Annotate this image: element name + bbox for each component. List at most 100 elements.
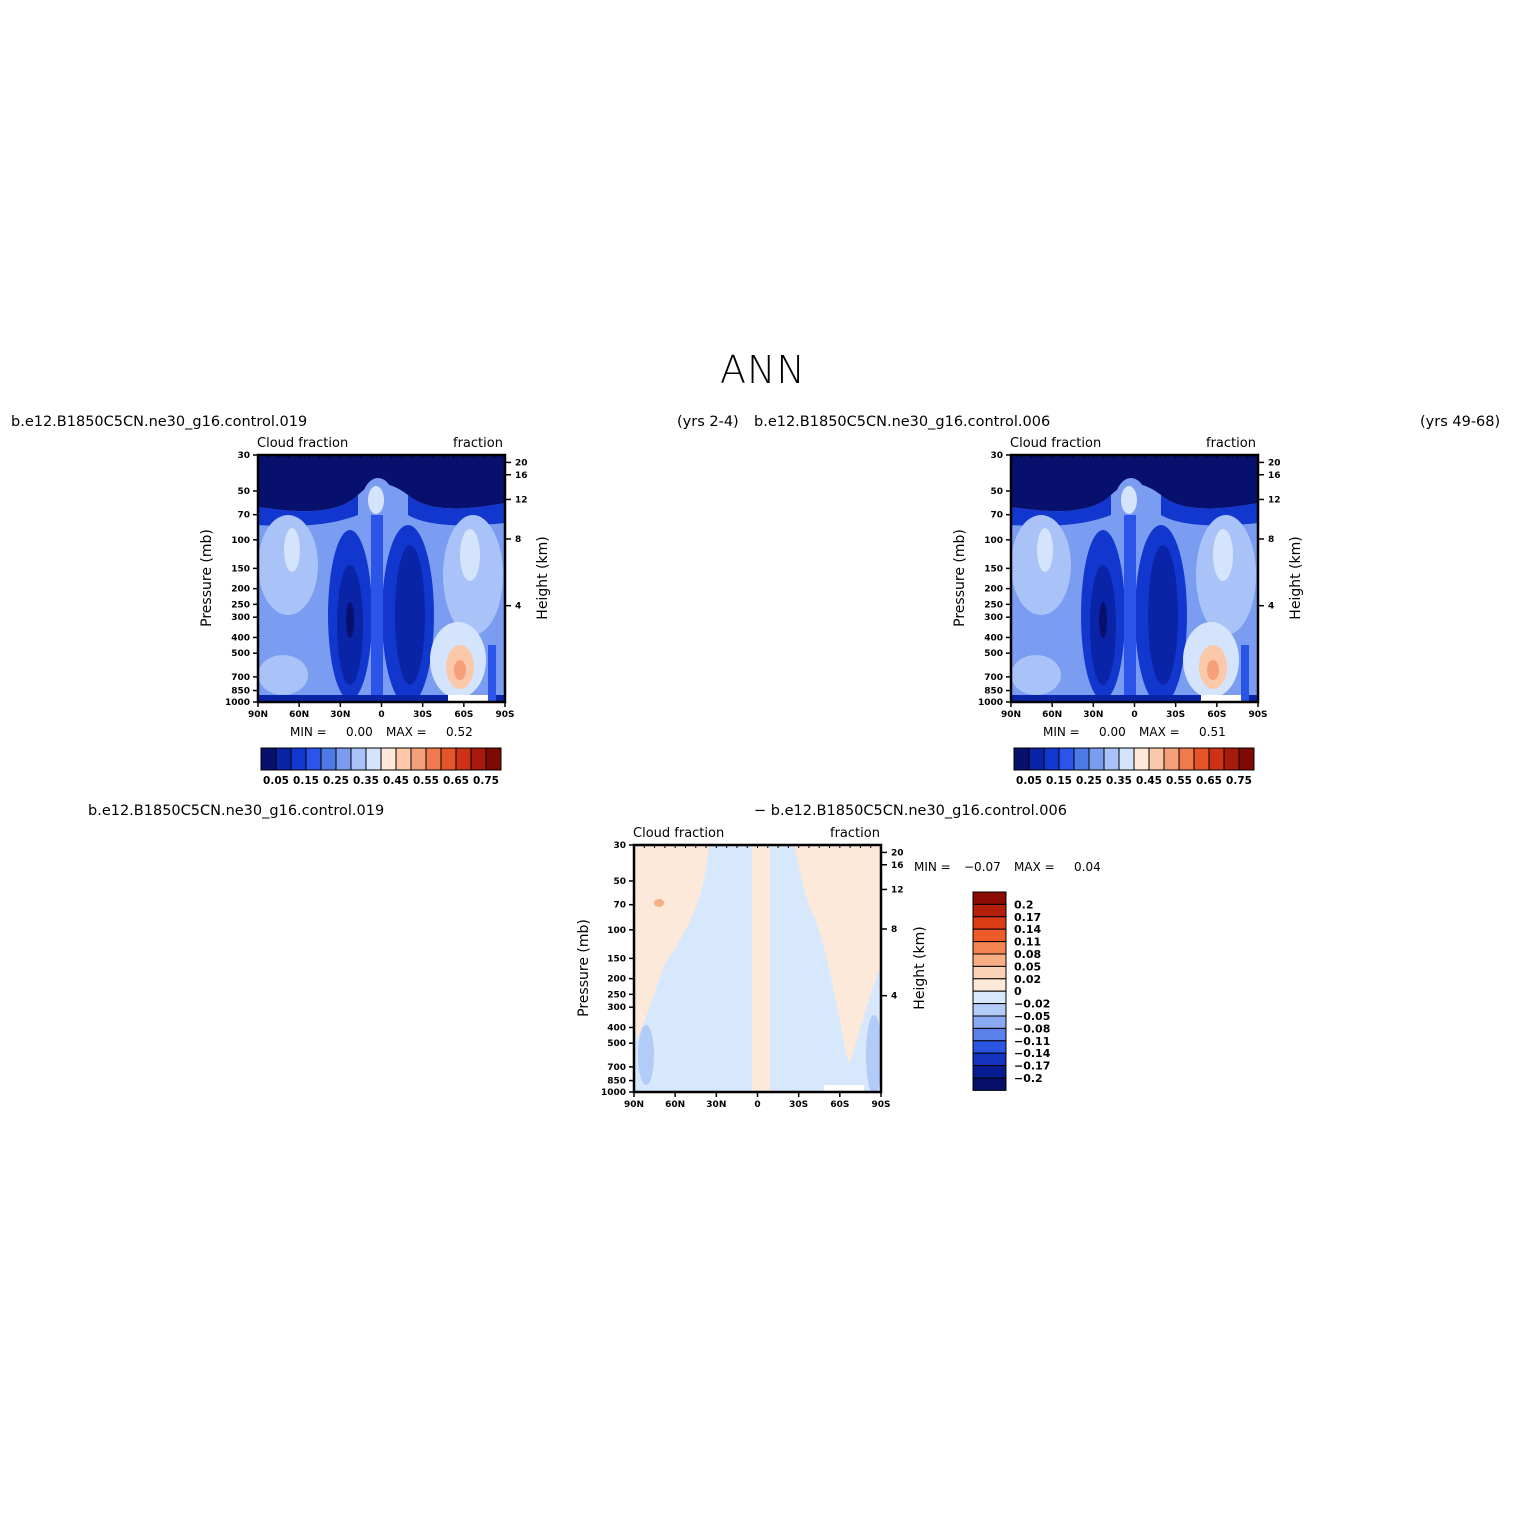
colorbar-label: 0.35 xyxy=(1106,775,1132,787)
panel1-left-string: Cloud fraction xyxy=(257,436,349,451)
panel3-left-string: Cloud fraction xyxy=(633,826,725,841)
x-tick-label: 30S xyxy=(789,1100,808,1110)
y2-tick-label: 4 xyxy=(1268,602,1274,612)
colorbar-box xyxy=(1028,747,1045,771)
polar-strip xyxy=(488,645,496,702)
sh-midlat-core xyxy=(460,529,480,581)
x-tick-label: 30N xyxy=(330,710,350,720)
x-tick-label: 60N xyxy=(1042,710,1062,720)
y2-tick-label: 20 xyxy=(515,458,528,468)
x-tick-label: 90N xyxy=(1001,710,1021,720)
panel1-right-string: fraction xyxy=(453,436,503,451)
y-tick-label: 30 xyxy=(613,841,626,851)
panel3-ylabel: Pressure (mb) xyxy=(576,919,592,1017)
colorbar-box xyxy=(1088,747,1105,771)
colorbar-label: 0.08 xyxy=(1014,948,1041,961)
panel3-case-label-right: − b.e12.B1850C5CN.ne30_g16.control.006 xyxy=(754,803,1067,819)
y-tick-label: 200 xyxy=(984,585,1003,595)
x-tick-label: 30S xyxy=(413,710,432,720)
colorbar-box xyxy=(1193,747,1210,771)
colorbar-box xyxy=(1043,747,1060,771)
colorbar-label: 0.25 xyxy=(1076,775,1102,787)
colorbar-box xyxy=(1223,747,1240,771)
colorbar-box xyxy=(972,941,1007,955)
colorbar-box xyxy=(320,747,337,771)
nh-lowcloud xyxy=(258,655,308,695)
colorbar-box xyxy=(410,747,427,771)
colorbar-box xyxy=(1058,747,1075,771)
tropical-tower-core xyxy=(1121,486,1137,514)
colorbar-label: 0.11 xyxy=(1014,936,1041,949)
y-tick-label: 1000 xyxy=(978,698,1003,708)
y-tick-label: 700 xyxy=(984,673,1003,683)
panel2-min-value: 0.00 xyxy=(1099,725,1126,739)
colorbar-label: 0 xyxy=(1014,985,1022,998)
sh-midlat-core xyxy=(1213,529,1233,581)
colorbar-box xyxy=(425,747,442,771)
x-tick-label: 90N xyxy=(248,710,268,720)
y2-tick-label: 12 xyxy=(891,885,904,895)
y-tick-label: 300 xyxy=(984,613,1003,623)
surface-white xyxy=(824,1085,864,1092)
nh-subtrop-min xyxy=(346,602,354,638)
colorbar-label: −0.11 xyxy=(1014,1035,1050,1048)
x-tick-label: 90S xyxy=(495,710,514,720)
nh-lowcloud xyxy=(1011,655,1061,695)
pos-max xyxy=(654,899,664,907)
colorbar-box xyxy=(972,1065,1007,1079)
y-tick-label: 100 xyxy=(607,926,626,936)
y-tick-label: 500 xyxy=(984,649,1003,659)
y-tick-label: 50 xyxy=(990,487,1003,497)
colorbar-label: −0.14 xyxy=(1014,1047,1051,1060)
neg-c xyxy=(866,1015,881,1092)
y-tick-label: 30 xyxy=(990,451,1003,461)
nh-subtrop-min xyxy=(1099,602,1107,638)
colorbar-box xyxy=(972,891,1007,905)
colorbar-label: −0.05 xyxy=(1014,1010,1050,1023)
y-tick-label: 70 xyxy=(613,901,626,911)
panel2-colorbar: 0.05 0.15 0.25 0.35 0.45 0.55 0.65 0.75 xyxy=(1013,747,1255,787)
colorbar-label: 0.05 xyxy=(1014,960,1041,973)
tropical-tower-core xyxy=(368,486,384,514)
x-tick-label: 60N xyxy=(665,1100,685,1110)
y-tick-label: 500 xyxy=(231,649,250,659)
y-tick-label: 100 xyxy=(984,536,1003,546)
panel2-max-value: 0.51 xyxy=(1199,725,1226,739)
panel3-min-value: −0.07 xyxy=(964,860,1001,874)
panel2-years-label: (yrs 49-68) xyxy=(1420,414,1501,430)
y-tick-label: 1000 xyxy=(601,1088,626,1098)
x-tick-label: 60S xyxy=(1207,710,1226,720)
colorbar-box xyxy=(972,965,1007,980)
y-tick-label: 30 xyxy=(237,451,250,461)
y-tick-label: 100 xyxy=(231,536,250,546)
colorbar-box xyxy=(972,1027,1007,1042)
colorbar-box xyxy=(380,747,397,771)
colorbar-label: 0.15 xyxy=(1046,775,1072,787)
colorbar-box xyxy=(1103,747,1120,771)
panel3-right-string: fraction xyxy=(830,826,880,841)
y-tick-label: 250 xyxy=(231,600,250,610)
panel3-colorbar: 0.20.170.140.110.080.050.020−0.02−0.05−0… xyxy=(972,891,1051,1091)
colorbar-label: 0.05 xyxy=(263,775,289,787)
colorbar-box xyxy=(972,903,1007,918)
colorbar-box xyxy=(972,1077,1007,1091)
y-tick-label: 850 xyxy=(607,1077,626,1087)
colorbar-box xyxy=(1238,747,1255,771)
colorbar-box xyxy=(440,747,457,771)
x-tick-label: 90N xyxy=(624,1100,644,1110)
surface-white xyxy=(448,695,488,702)
colorbar-box xyxy=(290,747,307,771)
sh-subtrop-core xyxy=(395,545,425,685)
panel2-right-string: fraction xyxy=(1206,436,1256,451)
y2-tick-label: 8 xyxy=(1268,535,1274,545)
colorbar-label: 0.65 xyxy=(1196,775,1222,787)
colorbar-label: 0.35 xyxy=(353,775,379,787)
itcz-column xyxy=(1124,515,1136,695)
y-tick-label: 150 xyxy=(984,564,1003,574)
colorbar-label: 0.75 xyxy=(473,775,499,787)
y2-tick-label: 16 xyxy=(891,861,904,871)
colorbar-box xyxy=(1073,747,1090,771)
panel2-ylabel: Pressure (mb) xyxy=(952,529,968,627)
panel3-case-label-left: b.e12.B1850C5CN.ne30_g16.control.019 xyxy=(88,803,385,819)
y-tick-label: 400 xyxy=(231,633,250,643)
